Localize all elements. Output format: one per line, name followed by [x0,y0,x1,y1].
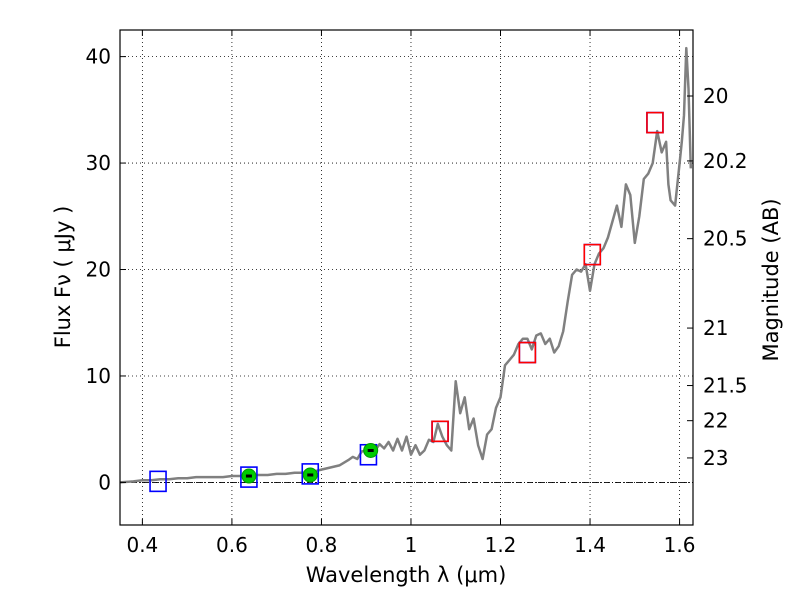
model-point-marker [583,243,602,266]
right-tick-label: 23 [703,446,728,470]
model-point-marker [518,341,537,364]
right-tick-label: 21 [703,316,728,340]
x-tick-label: 1 [405,533,418,557]
y-axis-ticks: 0 10 20 30 40 [86,45,126,494]
x-tick-label: 1.6 [664,533,696,557]
x-tick-label: 0.8 [306,533,338,557]
right-tick-label: 22 [703,409,728,433]
right-tick-label: 20 [703,84,728,108]
spectrum-line [119,46,693,484]
y-tick-label: 20 [86,258,111,282]
y-axis-label: Flux Fν ( μJy ) [51,206,75,349]
x-axis-label: Wavelength λ (μm) [306,563,507,587]
error-bar [367,448,374,452]
right-tick-label: 20.2 [703,149,748,173]
error-bar [245,474,252,478]
x-tick-label: 1.4 [574,533,606,557]
model-point-marker [431,420,449,443]
photometry-point-marker [301,463,320,485]
series-layer [119,46,693,493]
model-point-marker [646,111,664,134]
right-tick-label: 20.5 [703,227,748,251]
right-axis-ticks: 20 20.2 20.5 21 21.5 22 23 [687,84,748,470]
y-tick-label: 40 [86,45,111,69]
x-axis-ticks: 0.4 0.6 0.8 1 1.2 1.4 1.6 [126,30,695,557]
photometry-point-marker [149,470,167,493]
right-tick-label: 21.5 [703,374,748,398]
right-axis-label: Magnitude (AB) [759,198,783,361]
x-tick-label: 0.6 [216,533,248,557]
grid-lines [120,30,693,525]
error-bar [307,473,314,477]
y-tick-label: 30 [86,151,111,175]
photometry-point-marker [646,111,664,134]
y-tick-label: 10 [86,364,111,388]
y-tick-label: 0 [98,470,111,494]
plot-frame [119,29,694,526]
x-tick-label: 1.2 [485,533,517,557]
x-tick-label: 0.4 [126,533,158,557]
photometry-point-marker [240,466,258,488]
